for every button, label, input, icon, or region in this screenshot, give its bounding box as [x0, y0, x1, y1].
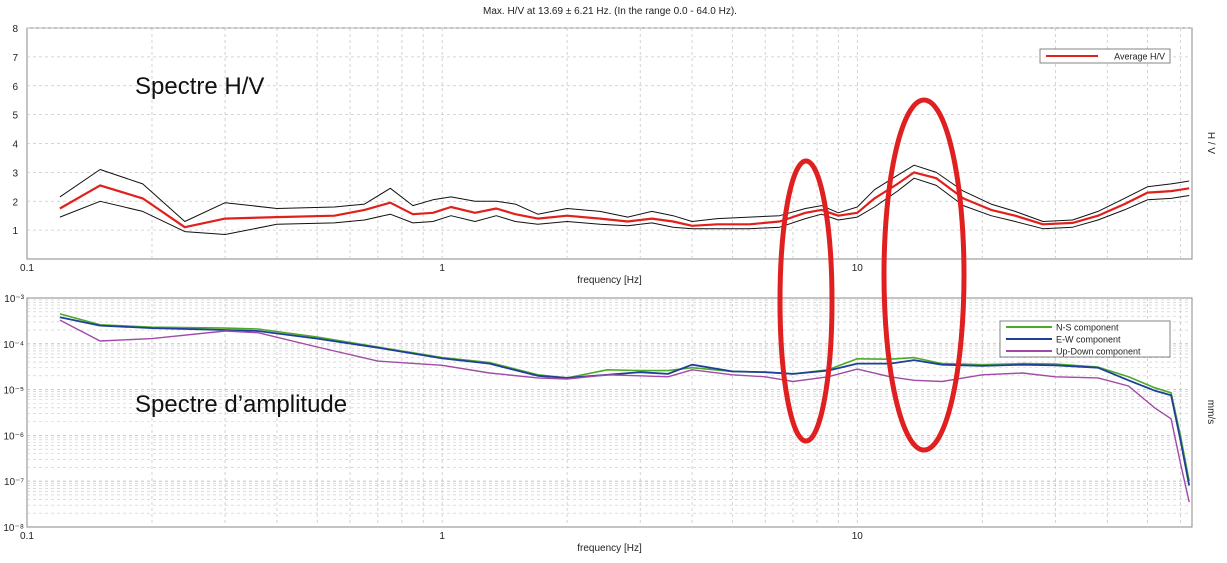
y-tick-label: 5 [12, 111, 18, 122]
y-tick-label: 10⁻⁴ [3, 340, 24, 351]
y-tick-label: 4 [12, 140, 18, 151]
y-tick-label: 8 [12, 24, 18, 35]
highlight-ellipse-right [881, 97, 967, 453]
x-tick-label: 0.1 [20, 531, 34, 542]
legend-label: N-S component [1056, 323, 1119, 333]
legend-label: Average H/V [1114, 52, 1165, 62]
hv-spectrum-chart: 1 2 3 4 5 6 7 8 0.1 1 10 frequency [Hz] H / V Average… [12, 24, 1216, 286]
annotation-layer: Spectre H/V Spectre d’amplitude [135, 73, 967, 453]
y-tick-label: 2 [12, 197, 18, 208]
x-tick-label: 1 [439, 263, 445, 274]
max-hv-header: Max. H/V at 13.69 ± 6.21 Hz. (In the ran… [483, 6, 737, 17]
y-tick-label: 10⁻⁷ [4, 477, 24, 488]
hv-title-annotation: Spectre H/V [135, 73, 264, 100]
x-axis-label: frequency [Hz] [577, 275, 642, 286]
y-axis-label: mm/s [1205, 400, 1216, 424]
highlight-ellipse-left [777, 158, 835, 444]
y-tick-label: 10⁻⁶ [3, 431, 24, 442]
y-tick-label: 3 [12, 168, 18, 179]
x-tick-label: 10 [852, 263, 864, 274]
y-tick-label: 1 [12, 226, 18, 237]
y-axis-label: H / V [1205, 132, 1216, 155]
series-line-ud [59, 319, 1190, 503]
plot-frame [26, 297, 1193, 528]
y-tick-label: 10⁻³ [4, 294, 24, 305]
series-line-ew [59, 316, 1191, 486]
y-tick-label: 10⁻⁵ [3, 386, 24, 397]
legend-label: Up-Down component [1056, 347, 1141, 357]
x-tick-label: 10 [852, 531, 864, 542]
x-tick-label: 1 [439, 531, 445, 542]
series-line-average [59, 171, 1190, 229]
y-tick-label: 7 [12, 53, 18, 64]
y-tick-label: 6 [12, 82, 18, 93]
series-line-upper [59, 164, 1190, 222]
y-tick-label: 10⁻⁸ [3, 523, 24, 534]
x-axis-label: frequency [Hz] [577, 543, 642, 554]
series-line-lower [59, 177, 1190, 235]
legend-label: E-W component [1056, 335, 1121, 345]
amp-title-annotation: Spectre d’amplitude [135, 391, 347, 418]
amplitude-spectrum-chart: 10⁻³ 10⁻⁴ 10⁻⁵ 10⁻⁶ 10⁻⁷ 10⁻⁸0.1 1 10 frequency … [3, 294, 1216, 554]
x-tick-label: 0.1 [20, 263, 34, 274]
legend-box [1039, 48, 1171, 64]
